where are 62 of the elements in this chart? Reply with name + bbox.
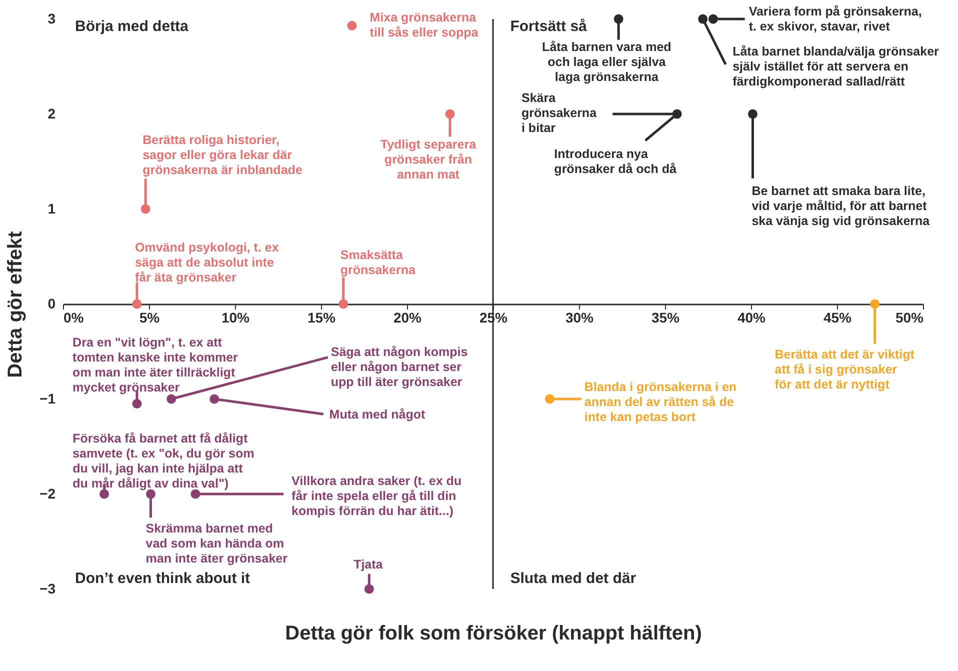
- annotation: Variera form på grönsakerna, t. ex skivor, stavar, rivet: [748, 4, 922, 34]
- point: [210, 394, 220, 404]
- point: [190, 489, 200, 499]
- annotation: Skära grönsakerna i bitar: [521, 91, 598, 136]
- annotation: Säga att någon kompis eller någon barnet ser upp till äter grönsaker: [330, 344, 468, 389]
- annotation: Sluta med det där: [510, 570, 636, 587]
- x-tick-label: 30%: [565, 310, 594, 326]
- point: [672, 109, 682, 119]
- x-tick-label: 45%: [823, 310, 852, 326]
- point: [870, 299, 880, 309]
- point: [132, 299, 142, 309]
- annotation: Blanda i grönsakerna i en annan del av rätten så de inte kan petas bort: [584, 380, 737, 424]
- point: [445, 109, 455, 119]
- point: [698, 14, 708, 24]
- y-tick-label: −1: [40, 390, 56, 406]
- point: [364, 584, 374, 594]
- y-tick-label: 1: [48, 200, 56, 216]
- annotation: Skrämma barnet med vad som kan hända om man inte äter grönsaker: [146, 521, 288, 566]
- y-tick-label: 3: [48, 10, 56, 26]
- x-tick-label: 5%: [139, 310, 160, 326]
- y-tick-label: 2: [48, 106, 56, 122]
- annotation: Låta barnet blanda/välja grönsaker själv istället för att servera en färdigkomponerad sallad/rätt: [732, 44, 940, 89]
- point: [545, 394, 555, 404]
- point: [132, 399, 142, 408]
- x-tick-label: 20%: [393, 310, 422, 326]
- x-axis-title: Detta gör folk som försöker (knappt hälften): [285, 622, 702, 644]
- point: [347, 20, 357, 30]
- x-tick-label: 40%: [737, 310, 766, 326]
- annotation: Tjata: [354, 558, 384, 572]
- annotation: Berätta att det är viktigt att få i sig grönsaker för att det är nyttigt: [774, 348, 916, 392]
- point: [140, 204, 150, 214]
- x-tick-label: 35%: [651, 310, 680, 326]
- x-tick-label: 10%: [221, 310, 250, 326]
- x-tick-label: 50%: [895, 310, 924, 326]
- point: [146, 489, 156, 499]
- annotation: Muta med något: [329, 407, 426, 422]
- point: [748, 109, 758, 119]
- annotation: Smaksätta grönsakerna: [340, 248, 416, 278]
- point: [166, 394, 176, 404]
- annotation: Be barnet att smaka bara lite, vid varje måltid, för att barnet ska vänja sig vid grönsakerna: [752, 184, 931, 228]
- annotation: Fortsätt så: [510, 18, 588, 35]
- point: [708, 14, 718, 24]
- point: [100, 489, 110, 499]
- y-tick-label: −3: [40, 580, 56, 596]
- annotation: Låta barnen vara med och laga eller själva laga grönsakerna: [542, 40, 672, 84]
- annotation: Omvänd psykologi, t. ex säga att de absolut inte får äta grönsaker: [134, 240, 279, 285]
- x-tick-label: 0%: [64, 310, 84, 326]
- annotation: Dra en "vit lögn", t. ex att tomten kanske inte kommer om man inte äter tillräckligt mycket grönsaker: [72, 336, 238, 395]
- point: [338, 299, 348, 309]
- point: [614, 14, 624, 24]
- annotation: Tydligt separera grönsaker från annan mat: [380, 138, 478, 182]
- y-tick-label: −2: [40, 486, 56, 502]
- annotation: Försöka få barnet att få dåligt samvete (t. ex "ok, du gör som du vill, jag kan inte hjälpa att du mår dåligt av dina val"): [72, 431, 254, 490]
- annotation: Introducera nya grönsaker då och då: [554, 147, 676, 176]
- y-axis-title: Detta gör effekt: [4, 230, 27, 378]
- annotation: Don’t even think about it: [75, 570, 250, 587]
- annotation: Berätta roliga historier, sagor eller göra lekar där grönsakerna är inblandade: [142, 133, 302, 178]
- x-tick-label: 15%: [307, 310, 336, 326]
- y-tick-label: 0: [48, 296, 56, 312]
- annotation: Villkora andra saker (t. ex du får inte spela eller gå till din kompis förrän du har ätit...): [292, 474, 462, 518]
- annotation: Mixa grönsakerna till sås eller soppa: [370, 10, 480, 40]
- annotation: Börja med detta: [75, 18, 190, 35]
